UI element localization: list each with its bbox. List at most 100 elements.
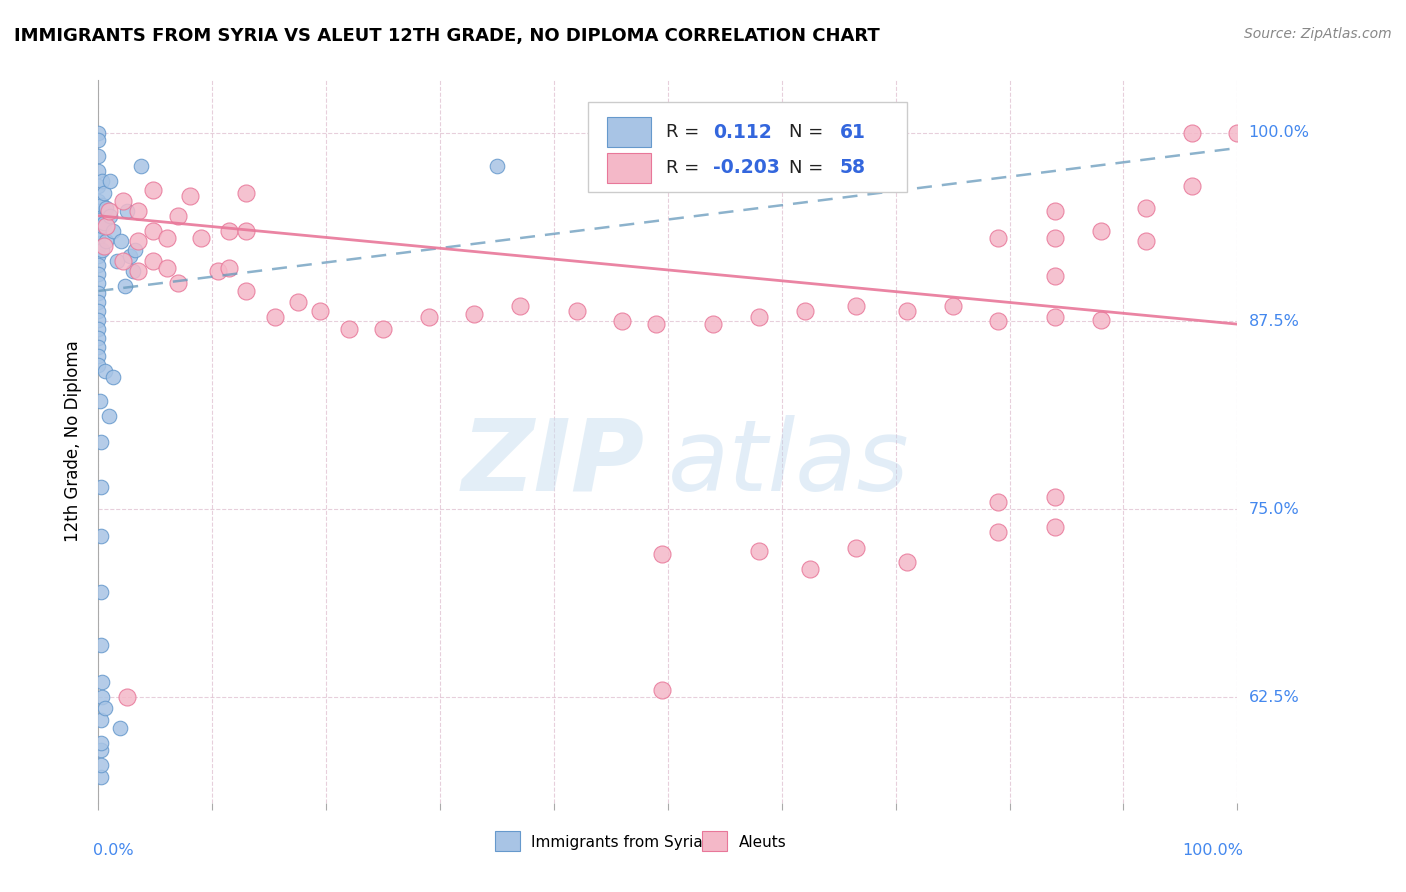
Point xyxy=(87,126,110,140)
Point xyxy=(87,133,110,147)
Text: R =: R = xyxy=(665,123,704,141)
Point xyxy=(87,340,110,354)
Point xyxy=(94,364,117,378)
Point xyxy=(612,314,634,328)
Point xyxy=(90,713,112,727)
Point xyxy=(235,186,257,201)
Point xyxy=(1043,204,1066,219)
Text: ZIP: ZIP xyxy=(463,415,645,512)
Point xyxy=(93,239,115,253)
Bar xyxy=(607,117,651,147)
Point xyxy=(235,224,257,238)
Point xyxy=(167,209,190,223)
Point xyxy=(94,701,117,715)
Point xyxy=(207,264,229,278)
Text: 62.5%: 62.5% xyxy=(1249,690,1299,705)
Text: 87.5%: 87.5% xyxy=(1249,314,1299,328)
Point xyxy=(845,541,868,556)
Text: 58: 58 xyxy=(839,159,866,178)
Text: 0.112: 0.112 xyxy=(713,123,772,142)
Point xyxy=(87,331,110,345)
Point xyxy=(1135,201,1157,215)
Point xyxy=(156,231,179,245)
Point xyxy=(87,277,110,291)
Point xyxy=(702,317,724,331)
Point xyxy=(103,369,125,384)
Point xyxy=(87,349,110,363)
Point xyxy=(87,285,110,300)
Point xyxy=(87,194,110,208)
Text: 100.0%: 100.0% xyxy=(1182,843,1243,857)
Point xyxy=(509,299,531,313)
Point xyxy=(90,675,112,690)
Point xyxy=(748,310,770,324)
Point xyxy=(1181,178,1204,193)
Point xyxy=(1226,126,1249,140)
Point xyxy=(103,224,125,238)
Point xyxy=(105,253,128,268)
Point xyxy=(90,736,112,750)
Point xyxy=(127,235,149,249)
Point xyxy=(142,183,165,197)
Point xyxy=(896,555,918,569)
Point xyxy=(1043,490,1066,504)
Point xyxy=(87,312,110,326)
Point xyxy=(235,284,257,298)
Point xyxy=(87,294,110,309)
Point xyxy=(90,174,112,188)
Point xyxy=(90,770,112,784)
Text: 75.0%: 75.0% xyxy=(1249,502,1299,516)
Point xyxy=(418,310,440,324)
FancyBboxPatch shape xyxy=(588,102,907,193)
Point xyxy=(124,244,146,258)
Point xyxy=(112,253,135,268)
Point xyxy=(97,409,120,423)
Point xyxy=(218,261,240,276)
Point xyxy=(87,321,110,335)
Point xyxy=(93,216,115,230)
Point xyxy=(987,231,1010,245)
Point xyxy=(87,240,110,254)
Point xyxy=(115,690,138,705)
Point xyxy=(90,219,112,234)
Point xyxy=(90,758,112,772)
Point xyxy=(87,178,110,193)
Point xyxy=(1181,126,1204,140)
Point xyxy=(1090,312,1112,326)
Point xyxy=(142,253,165,268)
Text: atlas: atlas xyxy=(668,415,910,512)
Point xyxy=(87,303,110,318)
Point xyxy=(486,159,509,173)
Point xyxy=(179,189,201,203)
Text: 61: 61 xyxy=(839,123,866,142)
Point xyxy=(89,393,111,408)
Point xyxy=(90,480,112,494)
Point xyxy=(156,261,179,276)
Point xyxy=(96,201,118,215)
Point xyxy=(651,682,673,697)
Point xyxy=(309,303,332,318)
Text: N =: N = xyxy=(789,159,828,177)
Text: Immigrants from Syria: Immigrants from Syria xyxy=(531,835,703,850)
Text: IMMIGRANTS FROM SYRIA VS ALEUT 12TH GRADE, NO DIPLOMA CORRELATION CHART: IMMIGRANTS FROM SYRIA VS ALEUT 12TH GRAD… xyxy=(14,27,880,45)
Point xyxy=(90,690,112,705)
Text: Source: ZipAtlas.com: Source: ZipAtlas.com xyxy=(1244,27,1392,41)
Text: N =: N = xyxy=(789,123,828,141)
Point xyxy=(90,244,112,258)
Point xyxy=(987,314,1010,328)
Text: Aleuts: Aleuts xyxy=(738,835,786,850)
Point xyxy=(87,268,110,282)
Text: R =: R = xyxy=(665,159,704,177)
Point xyxy=(287,294,309,309)
Point xyxy=(167,277,190,291)
Point xyxy=(93,186,115,201)
Point xyxy=(129,159,152,173)
Point xyxy=(98,174,121,188)
Point xyxy=(264,310,287,324)
Point xyxy=(218,224,240,238)
Point xyxy=(1090,224,1112,238)
Point xyxy=(87,231,110,245)
Point xyxy=(127,204,149,219)
Point xyxy=(127,264,149,278)
Point xyxy=(90,743,112,757)
